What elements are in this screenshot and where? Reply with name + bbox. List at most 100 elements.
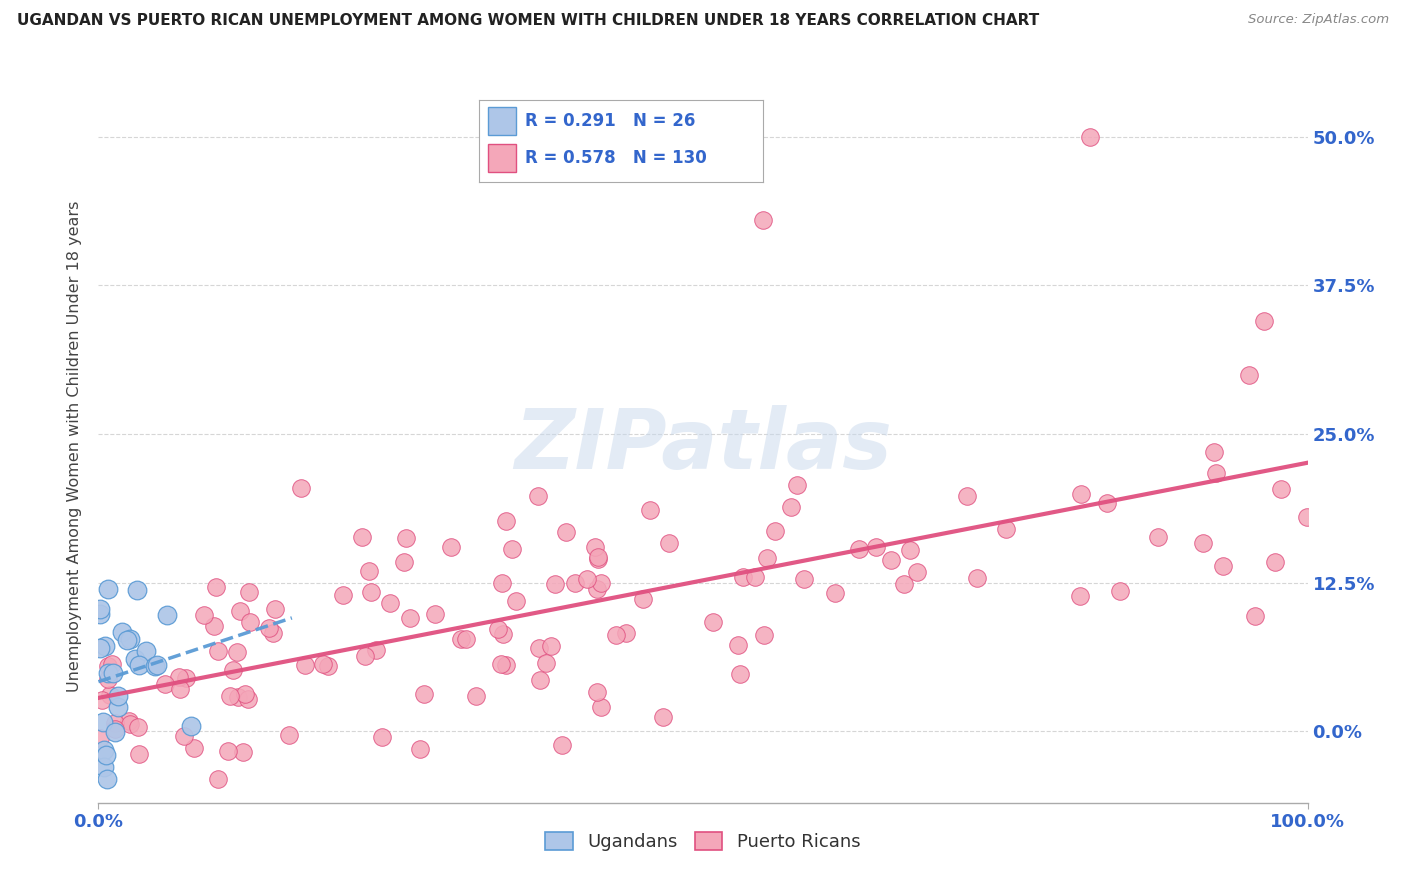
Point [312,657,335,671]
Point [395,532,418,546]
Point [898,543,921,558]
Point [527,489,550,503]
Point [1205,467,1227,481]
Point [145,658,167,673]
Point [91,714,114,729]
Point [180,719,202,733]
Text: ZIPatlas: ZIPatlas [515,406,891,486]
Point [118,716,141,731]
Point [1264,555,1286,569]
Point [752,213,775,227]
Point [111,625,134,640]
Point [115,633,138,648]
Point [505,593,527,607]
Point [218,690,240,704]
Point [392,555,415,569]
Point [94,639,117,653]
Point [1069,590,1091,604]
Point [128,747,150,761]
Point [239,615,262,630]
Point [156,607,179,622]
Point [100,688,122,702]
Point [360,585,382,599]
Point [491,627,513,641]
Point [527,641,550,656]
Point [1070,487,1092,501]
Point [127,720,149,734]
Point [94,748,117,763]
Point [103,665,125,680]
Point [107,700,129,714]
Point [1095,496,1118,510]
Point [501,541,523,556]
Point [450,632,472,646]
Point [995,522,1018,536]
Point [167,670,190,684]
Point [728,666,751,681]
Y-axis label: Unemployment Among Women with Children Under 18 years: Unemployment Among Women with Children U… [67,201,83,691]
Point [966,571,988,585]
Point [107,689,129,703]
Point [464,690,486,704]
Point [631,591,654,606]
Point [183,740,205,755]
Point [290,481,312,495]
Point [763,524,786,539]
Text: UGANDAN VS PUERTO RICAN UNEMPLOYMENT AMONG WOMEN WITH CHILDREN UNDER 18 YEARS CO: UGANDAN VS PUERTO RICAN UNEMPLOYMENT AMO… [17,13,1039,29]
Point [907,565,929,579]
Point [529,673,551,687]
Point [591,699,613,714]
Point [135,643,157,657]
Point [865,540,887,554]
Point [225,644,247,658]
Point [378,596,401,610]
Point [880,552,903,566]
Point [174,671,197,685]
Point [454,632,477,646]
Point [332,588,354,602]
Point [893,576,915,591]
Point [207,772,229,786]
Point [1237,368,1260,382]
Point [118,714,141,729]
Point [228,690,250,705]
Point [756,550,779,565]
Point [786,478,808,492]
Point [1192,536,1215,550]
Point [586,549,609,564]
Point [495,514,517,528]
Point [1147,530,1170,544]
Point [146,657,169,672]
Point [638,503,661,517]
Point [89,607,111,621]
Point [489,657,512,672]
Point [236,691,259,706]
Point [824,586,846,600]
Point [744,570,766,584]
Point [89,601,111,615]
Point [202,618,225,632]
Point [89,731,111,746]
Point [193,607,215,622]
Point [727,638,749,652]
Point [1202,445,1225,459]
Point [97,672,120,686]
Point [91,693,114,707]
Point [731,570,754,584]
Point [134,817,156,831]
Point [222,663,245,677]
Point [409,741,432,756]
Point [614,626,637,640]
Point [97,582,120,596]
Point [544,577,567,591]
Point [217,744,239,758]
Point [118,632,141,646]
Point [536,657,558,671]
Point [169,682,191,697]
Point [1078,129,1101,144]
Point [605,628,627,642]
Point [205,580,228,594]
Point [1253,314,1275,328]
Point [491,576,513,591]
Point [399,611,422,625]
